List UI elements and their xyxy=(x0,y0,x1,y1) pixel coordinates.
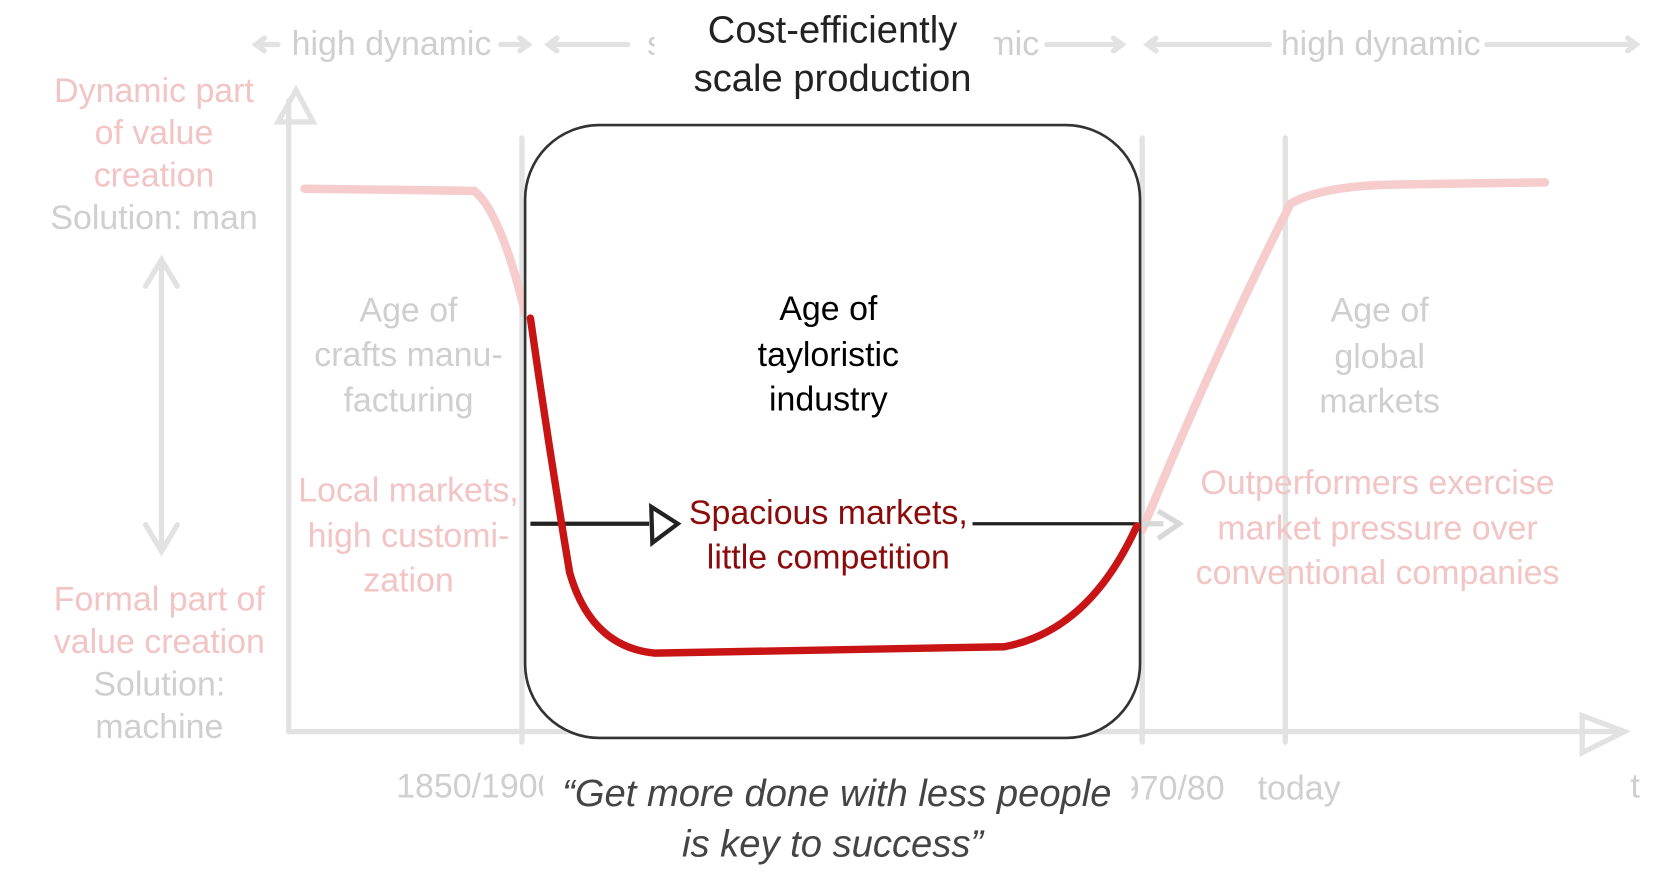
market-label: zation xyxy=(363,562,453,600)
market-label: little competition xyxy=(707,538,950,576)
faded-ages: Age of crafts manu- facturing Age of glo… xyxy=(298,291,1559,599)
market-label: Outperformers exercise xyxy=(1200,464,1554,502)
axis-label: value creation xyxy=(54,623,265,661)
axis-label: Solution: man xyxy=(50,199,257,237)
axis-label: Dynamic part xyxy=(54,72,254,110)
age-label: tayloristic xyxy=(758,336,899,374)
focus-box xyxy=(523,123,1142,740)
value-curve xyxy=(526,314,1141,657)
y-axis-labels: Dynamic part of value creation Solution:… xyxy=(50,72,265,746)
axis-label: Solution: xyxy=(93,666,225,704)
axis-label: Formal part of xyxy=(54,581,266,619)
phase-label: high dynamic xyxy=(1281,25,1481,63)
axis-label: machine xyxy=(95,708,223,746)
title: scale production xyxy=(694,57,972,100)
quote-backdrop xyxy=(543,765,1132,819)
age-label: Age of xyxy=(779,290,878,328)
x-label: 1850/1900 xyxy=(396,767,556,805)
age-label: industry xyxy=(769,380,888,418)
arrow xyxy=(530,502,682,547)
market-label: Spacious markets, xyxy=(689,494,968,532)
age-label: facturing xyxy=(343,381,473,419)
phase-label: high dynamic xyxy=(292,25,492,63)
age-label: Age of xyxy=(359,291,458,329)
market-label: Local markets, xyxy=(298,471,518,509)
background-sketch xyxy=(142,35,1641,758)
x-label: t xyxy=(1630,767,1640,805)
title: Cost-efficiently xyxy=(708,8,958,51)
market-label: conventional companies xyxy=(1196,554,1560,592)
age-label: crafts manu- xyxy=(314,336,502,374)
age-label: global xyxy=(1334,338,1424,376)
title-backdrop xyxy=(654,2,994,104)
market-label: high customi- xyxy=(308,517,510,555)
quote: “Get more done with less people xyxy=(562,772,1111,815)
market-label: market pressure over xyxy=(1217,510,1537,548)
age-label: markets xyxy=(1319,382,1440,420)
axis-label: creation xyxy=(94,157,215,195)
age-label: Age of xyxy=(1331,291,1430,329)
x-label: today xyxy=(1258,769,1341,807)
axis-label: of value xyxy=(95,114,214,152)
quote: is key to success” xyxy=(682,823,985,866)
